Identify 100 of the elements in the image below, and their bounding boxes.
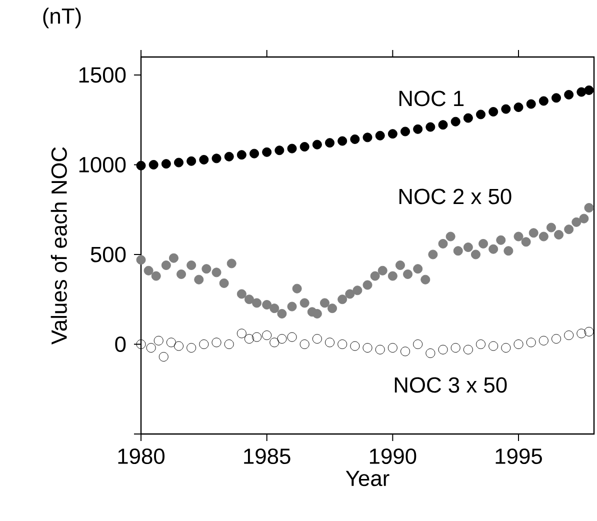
point bbox=[352, 286, 362, 296]
point bbox=[350, 341, 360, 351]
point bbox=[270, 338, 280, 348]
point bbox=[148, 160, 158, 170]
point bbox=[576, 87, 586, 97]
y-axis-title: Values of each NOC bbox=[50, 147, 67, 344]
point bbox=[446, 232, 456, 242]
point bbox=[514, 102, 524, 112]
point bbox=[312, 140, 322, 150]
point bbox=[552, 334, 562, 344]
point bbox=[151, 271, 161, 281]
x-tick-label: 1980 bbox=[118, 448, 165, 464]
point bbox=[362, 132, 372, 142]
point bbox=[428, 250, 438, 260]
point bbox=[504, 246, 514, 256]
point bbox=[564, 224, 574, 234]
point bbox=[161, 260, 171, 270]
point bbox=[325, 338, 335, 348]
point bbox=[538, 232, 548, 242]
point bbox=[144, 266, 154, 276]
point bbox=[161, 159, 171, 169]
point bbox=[174, 341, 184, 351]
point bbox=[312, 308, 322, 318]
point bbox=[199, 154, 209, 164]
point bbox=[252, 332, 262, 342]
series-label: NOC 3 x 50 bbox=[394, 377, 507, 393]
point bbox=[426, 122, 436, 132]
point bbox=[413, 264, 423, 274]
point bbox=[186, 260, 196, 270]
point bbox=[488, 107, 498, 117]
point bbox=[463, 242, 473, 252]
point bbox=[501, 104, 511, 114]
point bbox=[514, 339, 524, 349]
point bbox=[438, 238, 448, 248]
point bbox=[496, 235, 506, 245]
point bbox=[375, 130, 385, 140]
point bbox=[572, 217, 582, 227]
point bbox=[226, 258, 236, 268]
point bbox=[450, 343, 460, 353]
point bbox=[262, 147, 272, 157]
point bbox=[438, 120, 448, 130]
point bbox=[400, 346, 410, 356]
series-label: NOC 2 x 50 bbox=[399, 188, 512, 204]
point bbox=[252, 298, 262, 308]
point bbox=[514, 232, 524, 242]
x-tick-label: 1995 bbox=[496, 448, 542, 464]
point bbox=[262, 300, 272, 310]
point bbox=[244, 334, 254, 344]
point bbox=[375, 344, 385, 354]
point bbox=[552, 93, 562, 103]
point bbox=[413, 339, 423, 349]
point bbox=[287, 144, 297, 154]
point bbox=[194, 274, 204, 284]
point bbox=[338, 294, 348, 304]
point bbox=[362, 343, 372, 353]
point bbox=[154, 336, 164, 346]
point bbox=[345, 289, 355, 299]
point bbox=[584, 203, 594, 213]
point bbox=[186, 343, 196, 353]
point bbox=[438, 344, 448, 354]
point bbox=[521, 237, 531, 247]
point bbox=[528, 228, 538, 238]
x-axis-title: Year bbox=[346, 470, 390, 486]
point bbox=[244, 294, 254, 304]
point bbox=[300, 339, 310, 349]
point bbox=[476, 110, 486, 120]
point bbox=[403, 269, 413, 279]
point bbox=[300, 298, 310, 308]
point bbox=[219, 278, 229, 288]
point bbox=[395, 260, 405, 270]
point bbox=[212, 154, 222, 164]
point bbox=[199, 339, 209, 349]
point bbox=[526, 99, 536, 109]
x-tick-label: 1985 bbox=[244, 448, 290, 464]
point bbox=[453, 246, 463, 256]
point bbox=[320, 298, 330, 308]
point bbox=[274, 146, 284, 156]
point bbox=[470, 250, 480, 260]
point bbox=[488, 244, 498, 254]
point bbox=[388, 343, 398, 353]
point bbox=[388, 129, 398, 139]
point bbox=[350, 134, 360, 144]
point bbox=[420, 274, 430, 284]
point bbox=[186, 156, 196, 166]
series-label: NOC 1 bbox=[399, 90, 464, 106]
point bbox=[501, 343, 511, 353]
point bbox=[554, 230, 564, 240]
point bbox=[174, 158, 184, 168]
point bbox=[400, 126, 410, 136]
point bbox=[584, 85, 594, 95]
point bbox=[526, 338, 536, 348]
point bbox=[476, 339, 486, 349]
point bbox=[564, 330, 574, 340]
point bbox=[146, 343, 156, 353]
point bbox=[426, 348, 436, 358]
point bbox=[224, 152, 234, 162]
point bbox=[546, 222, 556, 232]
point bbox=[328, 304, 338, 314]
point bbox=[236, 328, 246, 338]
point bbox=[224, 339, 234, 349]
